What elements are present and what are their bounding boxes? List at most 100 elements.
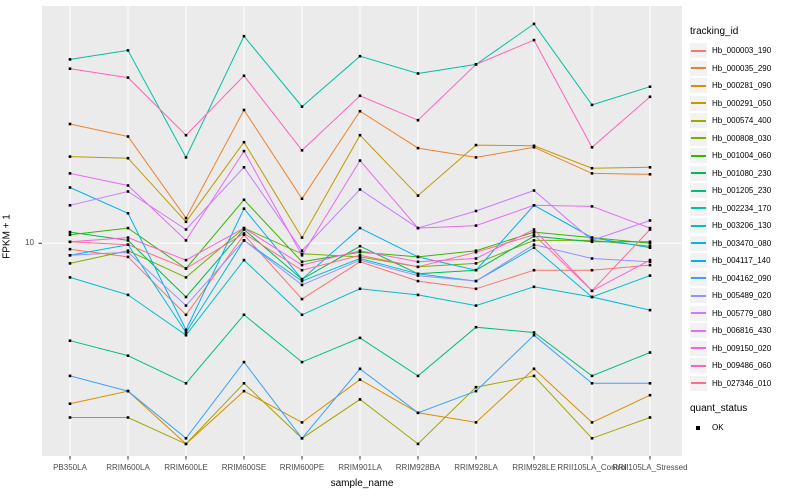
legend-item-Hb_003206_130: Hb_003206_130 bbox=[690, 217, 800, 235]
data-point bbox=[300, 313, 304, 317]
data-point bbox=[648, 244, 652, 248]
data-point bbox=[474, 250, 478, 254]
legend-line-swatch bbox=[690, 130, 707, 146]
legend-item-label: Hb_001004_060 bbox=[712, 151, 772, 161]
data-point bbox=[126, 243, 130, 246]
black-square-marker-icon bbox=[690, 420, 707, 435]
data-point bbox=[532, 22, 536, 26]
x-tick-label-RRII105LA_Control: RRII105LA_Control bbox=[557, 463, 627, 472]
data-point bbox=[184, 276, 188, 279]
data-point bbox=[474, 279, 478, 283]
data-point bbox=[532, 189, 536, 192]
legend-item-Hb_006816_430: Hb_006816_430 bbox=[690, 322, 800, 340]
data-point bbox=[474, 224, 478, 227]
legend-item-Hb_009150_020: Hb_009150_020 bbox=[690, 340, 800, 358]
data-point bbox=[300, 360, 304, 364]
legend-line-swatch bbox=[690, 148, 707, 164]
data-point bbox=[532, 285, 536, 289]
legend-item-label: Hb_006816_430 bbox=[712, 326, 772, 336]
data-point bbox=[590, 205, 594, 208]
data-point bbox=[416, 442, 420, 446]
data-point bbox=[184, 313, 188, 317]
data-points bbox=[68, 22, 652, 446]
data-point bbox=[532, 234, 536, 238]
data-point bbox=[648, 260, 652, 264]
data-point bbox=[416, 293, 420, 297]
data-point bbox=[126, 416, 130, 419]
data-point bbox=[126, 249, 130, 252]
data-point bbox=[416, 226, 420, 230]
data-point bbox=[184, 333, 188, 337]
data-point bbox=[358, 54, 362, 58]
data-point bbox=[474, 257, 478, 260]
data-point bbox=[416, 194, 420, 197]
data-point bbox=[184, 133, 188, 137]
data-point bbox=[184, 442, 188, 446]
legend-item-label: Hb_004162_090 bbox=[712, 273, 772, 283]
legend-item-Hb_000808_030: Hb_000808_030 bbox=[690, 130, 800, 148]
legend-line-swatch bbox=[690, 113, 707, 129]
data-point bbox=[184, 258, 188, 262]
legend-item-label: Hb_003470_080 bbox=[712, 238, 772, 248]
data-point bbox=[184, 239, 188, 242]
x-tick-label-RRIM901LA: RRIM901LA bbox=[338, 463, 382, 472]
data-point bbox=[416, 118, 420, 122]
data-point bbox=[68, 204, 72, 207]
data-point bbox=[532, 230, 536, 234]
data-point bbox=[126, 156, 130, 160]
data-point bbox=[590, 437, 594, 440]
legend-item-Hb_000574_400: Hb_000574_400 bbox=[690, 112, 800, 130]
data-point bbox=[590, 239, 594, 242]
data-point bbox=[242, 382, 246, 385]
legend: tracking_id Hb_000003_190 Hb_000035_290 Hb… bbox=[690, 26, 800, 437]
legend-item-label: Hb_001080_230 bbox=[712, 168, 772, 178]
data-point bbox=[416, 272, 420, 276]
data-point bbox=[532, 374, 536, 378]
data-point bbox=[68, 172, 72, 175]
legend-line-swatch bbox=[690, 375, 707, 391]
legend-line-swatch bbox=[690, 78, 707, 94]
data-point bbox=[416, 146, 420, 150]
data-point bbox=[300, 254, 304, 257]
shape-legend-title: quant_status bbox=[690, 403, 748, 414]
legend-line-swatch bbox=[690, 95, 707, 111]
data-point bbox=[126, 389, 130, 393]
data-point bbox=[474, 385, 478, 389]
data-point bbox=[242, 198, 246, 202]
data-point bbox=[474, 421, 478, 424]
data-point bbox=[242, 207, 246, 210]
data-point bbox=[184, 437, 188, 440]
legend-item-Hb_000281_090: Hb_000281_090 bbox=[690, 77, 800, 95]
data-point bbox=[300, 149, 304, 152]
data-point bbox=[358, 109, 362, 113]
data-point bbox=[68, 155, 72, 158]
data-point bbox=[300, 236, 304, 239]
legend-line-swatch bbox=[690, 218, 707, 234]
data-point bbox=[68, 402, 72, 405]
data-point bbox=[68, 262, 72, 265]
data-point bbox=[648, 308, 652, 312]
data-point bbox=[358, 258, 362, 262]
data-point bbox=[590, 146, 594, 149]
data-point bbox=[184, 295, 188, 299]
data-point bbox=[648, 274, 652, 277]
data-point bbox=[532, 246, 536, 249]
x-tick-label-RRIM600LE: RRIM600LE bbox=[164, 463, 208, 472]
data-point bbox=[648, 219, 652, 222]
data-point bbox=[590, 257, 594, 260]
data-point bbox=[184, 267, 188, 270]
data-point bbox=[300, 260, 304, 264]
legend-item-label: Hb_004117_140 bbox=[712, 256, 771, 266]
data-point bbox=[126, 239, 130, 242]
data-point bbox=[648, 240, 652, 244]
legend-item-Hb_004162_090: Hb_004162_090 bbox=[690, 270, 800, 288]
data-point bbox=[358, 244, 362, 248]
data-point bbox=[590, 240, 594, 244]
data-point bbox=[68, 247, 72, 251]
data-point bbox=[300, 252, 304, 256]
legend-item-label: Hb_000003_190 bbox=[712, 46, 772, 56]
data-point bbox=[300, 437, 304, 440]
data-point bbox=[184, 382, 188, 385]
legend-item-label: Hb_009486_060 bbox=[712, 361, 772, 371]
data-point bbox=[474, 249, 478, 252]
